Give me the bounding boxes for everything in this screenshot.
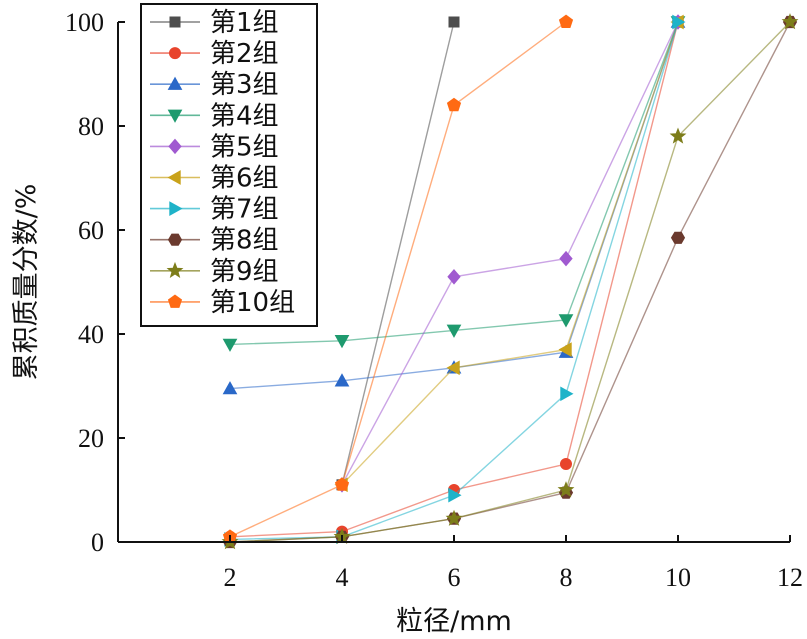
legend-item: 第7组: [150, 195, 279, 225]
series-line: [341, 21, 455, 485]
series-6: [334, 14, 684, 493]
legend-label: 第3组: [210, 70, 279, 100]
legend-box: [140, 3, 318, 327]
legend-label: 第5组: [210, 132, 279, 162]
data-point: [558, 14, 574, 28]
series-line: [341, 21, 679, 486]
data-point: [334, 335, 350, 349]
legend-label: 第6组: [210, 164, 279, 194]
legend-label: 第1组: [210, 8, 279, 38]
series-line: [229, 21, 567, 538]
data-point: [446, 97, 462, 112]
legend-item: 第1组: [150, 8, 279, 38]
legend-item: 第3组: [150, 70, 279, 100]
data-point: [559, 250, 573, 267]
legend-marker: [169, 47, 181, 60]
x-axis-title: 粒径/mm: [396, 606, 512, 637]
legend-item: 第8组: [150, 226, 279, 256]
x-tick-label: 8: [560, 563, 573, 592]
legend-item: 第9组: [150, 257, 279, 287]
series-layer: [221, 13, 799, 550]
legend-item: 第2组: [150, 39, 279, 69]
y-axis-title: 累积质量分数/%: [11, 184, 42, 381]
legend-marker: [169, 16, 181, 28]
data-point: [560, 458, 572, 470]
legend-item: 第4组: [150, 101, 279, 131]
y-tick-label: 0: [91, 528, 104, 557]
x-tick-label: 12: [777, 563, 803, 592]
data-point: [447, 269, 461, 285]
data-point: [669, 127, 687, 144]
data-point: [448, 487, 462, 503]
x-tick-label: 6: [448, 563, 461, 592]
legend-label: 第10组: [210, 288, 295, 318]
series-line: [341, 21, 679, 486]
legend-item: 第5组: [150, 132, 279, 162]
data-point: [446, 324, 462, 338]
legend-marker: [168, 138, 182, 155]
legend-marker: [169, 201, 183, 216]
y-tick-label: 20: [78, 424, 104, 453]
series-1: [336, 16, 460, 491]
legend-label: 第8组: [210, 226, 279, 256]
x-tick-label: 2: [224, 563, 237, 592]
data-point: [334, 477, 350, 491]
y-tick-label: 80: [78, 112, 104, 141]
data-point: [222, 338, 238, 352]
legend-marker: [167, 76, 183, 90]
legend-marker: [167, 294, 183, 308]
data-point: [670, 231, 686, 244]
legend-label: 第7组: [210, 195, 279, 225]
series-5: [335, 14, 685, 493]
data-point: [558, 314, 574, 328]
data-point: [672, 14, 686, 30]
legend-item: 第6组: [150, 164, 279, 194]
data-point: [557, 481, 575, 498]
data-point: [446, 360, 460, 376]
y-tick-label: 100: [65, 8, 104, 37]
legend-label: 第2组: [210, 39, 279, 69]
y-tick-label: 60: [78, 216, 104, 245]
legend-marker: [166, 261, 184, 279]
legend-marker: [167, 233, 183, 246]
data-point: [445, 509, 463, 526]
x-tick-label: 4: [336, 563, 349, 592]
legend-label: 第4组: [210, 101, 279, 131]
data-point: [781, 13, 799, 30]
legend-label: 第9组: [210, 257, 279, 287]
legend-marker: [167, 109, 183, 123]
data-point: [448, 16, 460, 28]
data-point: [334, 373, 350, 387]
series-line: [229, 21, 791, 543]
ticks-layer: 2 4 6 8 10 12 0 20 40 60 80 100: [65, 8, 803, 592]
legend-item: 第10组: [150, 288, 295, 318]
data-point: [558, 342, 572, 357]
legend-marker: [167, 170, 181, 185]
y-tick-label: 40: [78, 320, 104, 349]
data-point: [222, 381, 238, 395]
data-point: [560, 386, 574, 402]
x-tick-label: 10: [665, 563, 691, 592]
